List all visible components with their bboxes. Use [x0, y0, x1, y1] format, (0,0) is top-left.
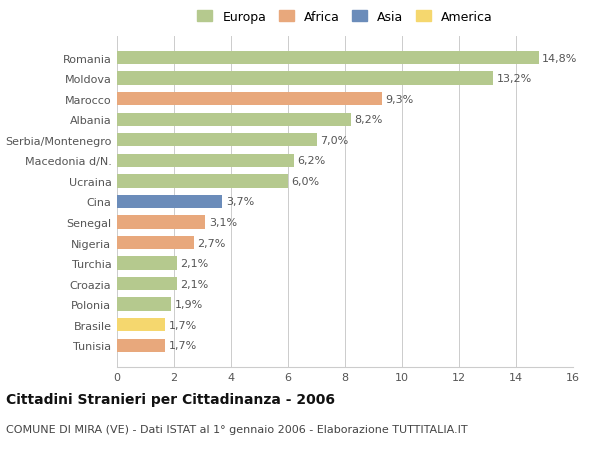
Bar: [117, 298, 171, 311]
Bar: [117, 93, 382, 106]
Legend: Europa, Africa, Asia, America: Europa, Africa, Asia, America: [197, 11, 493, 24]
Bar: [117, 195, 223, 209]
Text: 1,7%: 1,7%: [169, 320, 197, 330]
Bar: [117, 216, 205, 229]
Text: Cittadini Stranieri per Cittadinanza - 2006: Cittadini Stranieri per Cittadinanza - 2…: [6, 392, 335, 406]
Bar: [117, 72, 493, 85]
Text: COMUNE DI MIRA (VE) - Dati ISTAT al 1° gennaio 2006 - Elaborazione TUTTITALIA.IT: COMUNE DI MIRA (VE) - Dati ISTAT al 1° g…: [6, 425, 467, 435]
Bar: [117, 339, 166, 352]
Bar: [117, 319, 166, 332]
Text: 2,1%: 2,1%: [180, 279, 209, 289]
Text: 9,3%: 9,3%: [385, 95, 414, 104]
Text: 14,8%: 14,8%: [542, 53, 578, 63]
Bar: [117, 257, 177, 270]
Text: 1,9%: 1,9%: [175, 300, 203, 309]
Text: 13,2%: 13,2%: [497, 74, 532, 84]
Bar: [117, 277, 177, 291]
Text: 8,2%: 8,2%: [354, 115, 382, 125]
Text: 3,7%: 3,7%: [226, 197, 254, 207]
Text: 2,7%: 2,7%: [197, 238, 226, 248]
Bar: [117, 134, 317, 147]
Bar: [117, 154, 294, 168]
Text: 7,0%: 7,0%: [320, 135, 348, 146]
Bar: [117, 113, 350, 127]
Text: 1,7%: 1,7%: [169, 341, 197, 351]
Bar: [117, 175, 288, 188]
Bar: [117, 52, 539, 65]
Text: 2,1%: 2,1%: [180, 258, 209, 269]
Text: 3,1%: 3,1%: [209, 218, 237, 228]
Text: 6,0%: 6,0%: [292, 176, 320, 186]
Text: 6,2%: 6,2%: [297, 156, 325, 166]
Bar: [117, 236, 194, 250]
